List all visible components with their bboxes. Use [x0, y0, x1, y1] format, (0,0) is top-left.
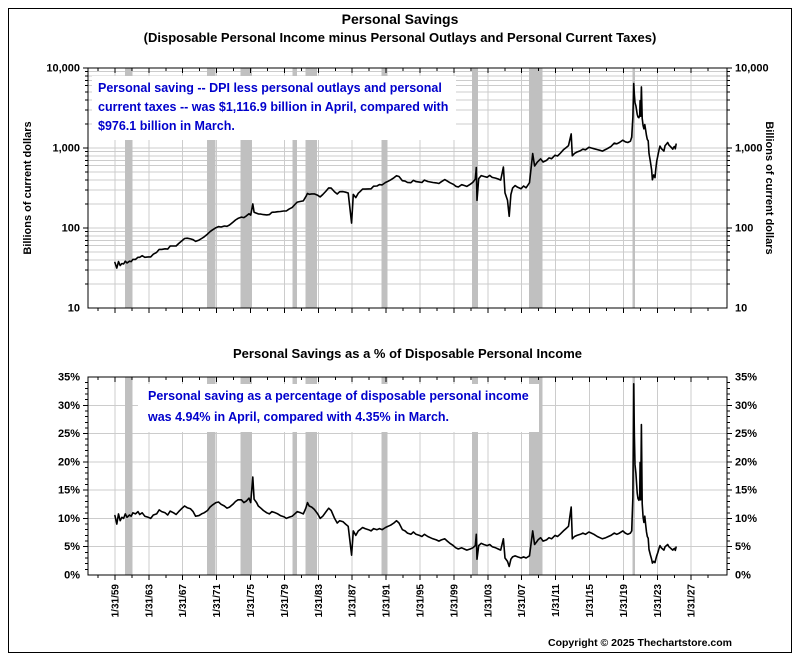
data-line: [114, 82, 677, 269]
page-subtitle: (Disposable Personal Income minus Person…: [143, 30, 657, 45]
top-chart-annotation: Personal saving -- DPI less personal out…: [92, 76, 457, 140]
recession-band: [632, 68, 635, 308]
recession-band: [125, 377, 133, 575]
y-tick-label: 10,000: [735, 63, 769, 75]
y-tick-label: 0%: [735, 570, 751, 582]
recession-band: [292, 377, 298, 575]
annotation-line: Personal saving -- DPI less personal out…: [98, 81, 442, 95]
y-tick-label: 25%: [735, 428, 757, 440]
x-tick-label: 1/31/07: [517, 584, 528, 618]
x-tick-label: 1/31/27: [687, 584, 698, 618]
recession-band: [292, 68, 298, 308]
y-tick-label: 25%: [58, 428, 80, 440]
y-tick-label: 35%: [735, 372, 757, 384]
recession-band: [381, 68, 388, 308]
y-tick-label: 20%: [735, 456, 757, 468]
y-tick-label: 5%: [735, 541, 751, 553]
plot-border: [87, 376, 728, 576]
x-tick-label: 1/31/19: [619, 584, 630, 618]
x-tick-label: 1/31/15: [585, 584, 596, 618]
recession-band: [472, 377, 478, 575]
y-tick-label: 10,000: [46, 63, 80, 75]
y-tick-label: 20%: [58, 456, 80, 468]
y-axis-title-left: Billions of current dollars: [22, 121, 34, 254]
recession-band: [305, 377, 317, 575]
page-title: Personal Savings: [341, 11, 459, 27]
x-tick-label: 1/31/99: [449, 584, 460, 618]
bottom-chart-title: Personal Savings as a % of Disposable Pe…: [233, 346, 582, 361]
recession-band: [240, 377, 252, 575]
x-tick-label: 1/31/03: [483, 584, 494, 618]
x-tick-label: 1/31/91: [382, 584, 393, 618]
data-line: [114, 382, 677, 568]
x-tick-label: 1/31/79: [280, 584, 291, 618]
x-tick-label: 1/31/11: [551, 584, 562, 617]
page-border: [8, 8, 792, 653]
y-tick-label: 10%: [735, 513, 757, 525]
y-tick-label: 0%: [64, 570, 80, 582]
x-tick-label: 1/31/71: [212, 584, 223, 618]
x-tick-label: 1/31/95: [416, 584, 427, 618]
y-tick-label: 30%: [735, 400, 757, 412]
x-tick-label: 1/31/87: [348, 584, 359, 618]
recession-band: [207, 377, 216, 575]
plot-border: [87, 67, 728, 309]
y-tick-label: 30%: [58, 400, 80, 412]
recession-band: [240, 68, 252, 308]
y-tick-label: 5%: [64, 541, 80, 553]
annotation-line: $976.1 billion in March.: [98, 119, 235, 133]
y-tick-label: 10: [735, 303, 747, 315]
y-tick-label: 10%: [58, 513, 80, 525]
y-tick-label: 15%: [58, 485, 80, 497]
recession-band: [125, 68, 133, 308]
x-tick-label: 1/31/67: [178, 584, 189, 618]
recession-band: [381, 377, 388, 575]
copyright-text: Copyright © 2025 Thechartstore.com: [548, 637, 732, 649]
recession-band: [207, 68, 216, 308]
y-tick-label: 100: [735, 223, 753, 235]
x-tick-label: 1/31/75: [246, 584, 257, 618]
x-tick-label: 1/31/83: [314, 584, 325, 618]
y-tick-label: 1,000: [52, 143, 80, 155]
y-tick-label: 35%: [58, 372, 80, 384]
y-tick-label: 10: [68, 303, 80, 315]
annotation-line: was 4.94% in April, compared with 4.35% …: [148, 410, 450, 424]
x-tick-label: 1/31/63: [144, 584, 155, 618]
recession-band: [305, 68, 317, 308]
recession-band: [528, 68, 543, 308]
bottom-chart-annotation: Personal saving as a percentage of dispo…: [138, 384, 539, 432]
recession-band: [472, 68, 478, 308]
annotation-line: current taxes -- was $1,116.9 billion in…: [98, 100, 449, 114]
y-axis-title-right: Billions of current dollars: [763, 121, 775, 254]
y-tick-label: 1,000: [735, 143, 763, 155]
annotation-line: Personal saving as a percentage of dispo…: [148, 389, 529, 403]
x-tick-label: 1/31/59: [110, 584, 121, 618]
x-tick-label: 1/31/23: [653, 584, 664, 618]
y-tick-label: 15%: [735, 485, 757, 497]
y-tick-label: 100: [62, 223, 80, 235]
